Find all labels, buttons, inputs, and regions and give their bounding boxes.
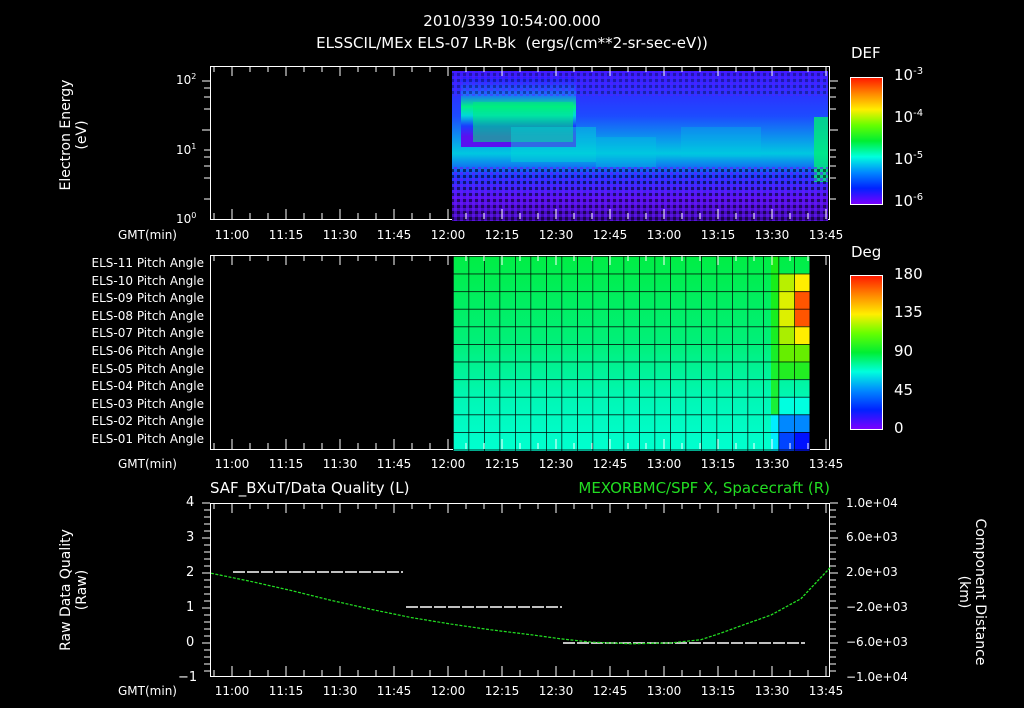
time-tick: 13:45 xyxy=(808,457,844,471)
time-tick: 13:15 xyxy=(700,457,736,471)
time-axis-label-1: GMT(min) xyxy=(118,228,177,242)
time-tick: 11:45 xyxy=(376,684,412,698)
distance-tick-neg1e4: −1.0e+04 xyxy=(846,670,908,684)
quality-tick-0: 0 xyxy=(186,635,195,650)
distance-axis-title: Component Distance xyxy=(972,518,988,666)
quality-tick-3: 3 xyxy=(186,530,195,545)
time-tick: 13:15 xyxy=(700,684,736,698)
time-tick: 13:30 xyxy=(754,457,790,471)
time-tick: 12:00 xyxy=(430,684,466,698)
quality-tick-4: 4 xyxy=(186,495,195,510)
plot-subtitle: ELSSCIL/MEx ELS-07 LR-Bk (ergs/(cm**2-sr… xyxy=(316,34,708,52)
row-label-els-06: ELS-06 Pitch Angle xyxy=(91,343,204,358)
time-tick: 13:00 xyxy=(646,228,682,242)
pitch-angle-canvas xyxy=(453,256,810,451)
energy-axis-unit: (eV) xyxy=(74,120,90,150)
energy-tick-100: 102 xyxy=(176,72,197,87)
time-tick: 12:00 xyxy=(430,457,466,471)
spectrogram-canvas xyxy=(452,71,828,221)
time-tick: 11:00 xyxy=(214,684,250,698)
energy-axis-title: Electron Energy xyxy=(58,79,74,191)
quality-axis-title: Raw Data Quality xyxy=(58,529,74,651)
time-tick: 12:45 xyxy=(592,684,628,698)
time-tick: 11:30 xyxy=(322,457,358,471)
spf-x-title: MEXORBMC/SPF X, Spacecraft (R) xyxy=(578,479,830,497)
def-tick-1e-3: 10-3 xyxy=(894,66,924,84)
def-tick-1e-4: 10-4 xyxy=(894,108,924,126)
time-tick: 12:45 xyxy=(592,457,628,471)
distance-tick-neg6e3: −6.0e+03 xyxy=(846,635,908,649)
time-tick: 12:30 xyxy=(538,457,574,471)
row-label-els-05: ELS-05 Pitch Angle xyxy=(91,361,204,376)
time-tick: 11:30 xyxy=(322,228,358,242)
def-colorbar-title: DEF xyxy=(851,44,881,62)
time-tick: 13:45 xyxy=(808,228,844,242)
quality-tick-2: 2 xyxy=(186,565,195,580)
time-tick: 11:45 xyxy=(376,457,412,471)
def-tick-1e-5: 10-5 xyxy=(894,150,924,168)
deg-colorbar-title: Deg xyxy=(851,243,882,261)
time-tick: 12:30 xyxy=(538,228,574,242)
row-label-els-01: ELS-01 Pitch Angle xyxy=(91,431,204,446)
time-tick: 11:00 xyxy=(214,228,250,242)
distance-axis-unit: (km) xyxy=(956,575,972,609)
row-label-els-09: ELS-09 Pitch Angle xyxy=(91,291,204,306)
time-tick: 13:45 xyxy=(808,684,844,698)
time-tick: 12:00 xyxy=(430,228,466,242)
quality-tick-1: 1 xyxy=(186,600,195,615)
energy-tick-10: 101 xyxy=(176,142,197,157)
time-tick: 11:00 xyxy=(214,457,250,471)
distance-tick-2e3: 2.0e+03 xyxy=(846,565,898,579)
time-tick: 12:15 xyxy=(484,684,520,698)
energy-tick-1: 100 xyxy=(176,211,197,226)
time-axis-label-3: GMT(min) xyxy=(118,684,177,698)
def-colorbar xyxy=(850,77,883,205)
pitch-angle-labels: ELS-11 Pitch Angle ELS-10 Pitch Angle EL… xyxy=(64,256,204,450)
time-tick: 11:30 xyxy=(322,684,358,698)
deg-tick-0: 0 xyxy=(894,419,904,437)
row-label-els-02: ELS-02 Pitch Angle xyxy=(91,414,204,429)
data-quality-title: SAF_BXuT/Data Quality (L) xyxy=(210,479,410,497)
time-axis-label-2: GMT(min) xyxy=(118,457,177,471)
quality-distance-plot xyxy=(210,503,831,677)
plot-timestamp: 2010/339 10:54:00.000 xyxy=(423,12,601,30)
time-tick: 12:15 xyxy=(484,457,520,471)
row-label-els-04: ELS-04 Pitch Angle xyxy=(91,379,204,394)
time-tick: 13:30 xyxy=(754,684,790,698)
distance-tick-neg2e3: −2.0e+03 xyxy=(846,600,908,614)
quality-tick-neg1: −1 xyxy=(178,670,198,685)
deg-colorbar xyxy=(850,275,883,430)
row-label-els-10: ELS-10 Pitch Angle xyxy=(91,273,204,288)
row-label-els-07: ELS-07 Pitch Angle xyxy=(91,326,204,341)
row-label-els-08: ELS-08 Pitch Angle xyxy=(91,308,204,323)
row-label-els-03: ELS-03 Pitch Angle xyxy=(91,396,204,411)
time-tick: 11:15 xyxy=(268,228,304,242)
time-tick: 13:30 xyxy=(754,228,790,242)
distance-tick-6e3: 6.0e+03 xyxy=(846,530,898,544)
time-tick: 12:15 xyxy=(484,228,520,242)
time-tick: 11:15 xyxy=(268,457,304,471)
time-tick: 12:45 xyxy=(592,228,628,242)
deg-tick-135: 135 xyxy=(894,303,923,321)
quality-distance-canvas xyxy=(211,566,831,645)
time-tick: 11:45 xyxy=(376,228,412,242)
time-tick: 11:15 xyxy=(268,684,304,698)
row-label-els-11: ELS-11 Pitch Angle xyxy=(91,256,204,270)
deg-tick-90: 90 xyxy=(894,342,914,360)
time-tick: 12:30 xyxy=(538,684,574,698)
def-tick-1e-6: 10-6 xyxy=(894,192,924,210)
time-tick: 13:00 xyxy=(646,457,682,471)
pitch-angle-heatmap xyxy=(210,255,830,451)
deg-tick-180: 180 xyxy=(894,265,923,283)
energy-spectrogram xyxy=(210,66,830,221)
quality-axis-unit: (Raw) xyxy=(74,569,90,611)
time-tick: 13:00 xyxy=(646,684,682,698)
distance-tick-1e4: 1.0e+04 xyxy=(846,496,898,510)
deg-tick-45: 45 xyxy=(894,381,914,399)
time-tick: 13:15 xyxy=(700,228,736,242)
